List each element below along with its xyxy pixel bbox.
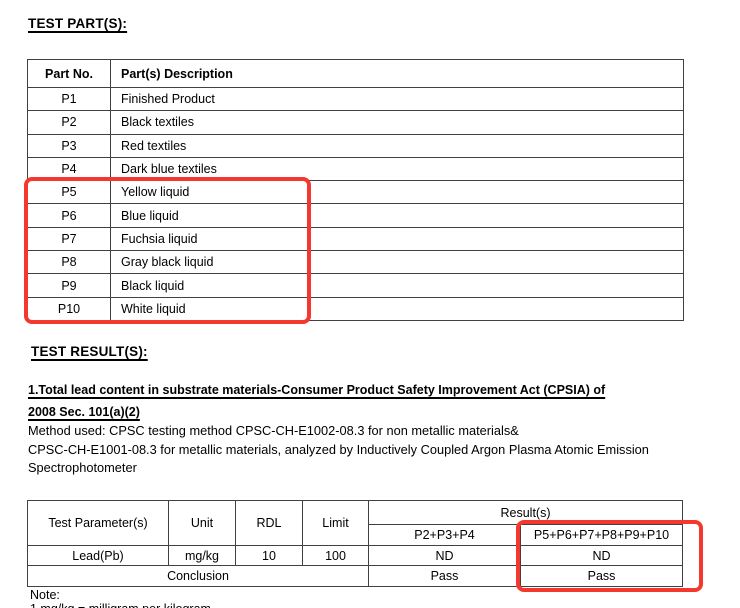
conclusion-label-cell: Conclusion <box>27 565 369 587</box>
parts-table-row: P1 Finished Product <box>27 86 684 112</box>
result2-cell: ND <box>519 545 684 566</box>
conclusion-row: Conclusion Pass Pass <box>27 565 684 587</box>
part-description-cell: Red textiles <box>110 133 684 158</box>
part-description-cell: Fuchsia liquid <box>110 226 684 252</box>
part-no-cell: P9 <box>27 273 111 298</box>
result-group2-cell: P5+P6+P7+P8+P9+P10 <box>519 524 684 546</box>
parts-table-row: P6 Blue liquid <box>27 203 684 228</box>
parts-table-row: P2 Black textiles <box>27 110 684 135</box>
result-section-title-line2: 2008 Sec. 101(a)(2) <box>28 405 140 419</box>
rdl-header-cell: RDL <box>235 500 303 546</box>
part-description-cell: Black liquid <box>110 273 684 298</box>
part-description-cell: Black textiles <box>110 110 684 135</box>
parts-table-row: P10 White liquid <box>27 296 684 321</box>
method-line-1: Method used: CPSC testing method CPSC-CH… <box>28 423 519 438</box>
param-header-cell: Test Parameter(s) <box>27 500 169 546</box>
method-paragraph: Method used: CPSC testing method CPSC-CH… <box>28 422 649 478</box>
part-no-cell: P8 <box>27 250 111 275</box>
part-description-cell: Dark blue textiles <box>110 156 684 182</box>
parts-table-row: P9 Black liquid <box>27 273 684 298</box>
test-parts-heading: TEST PART(S): <box>28 16 128 31</box>
part-no-cell: P7 <box>27 226 111 252</box>
limit-cell: 100 <box>302 545 369 566</box>
note-label: Note: <box>30 588 60 602</box>
note-truncated-line: 1.mg/kg = milligram per kilogram <box>30 601 211 608</box>
conclusion1-cell: Pass <box>368 565 521 587</box>
result-section-title-line1: 1.Total lead content in substrate materi… <box>28 383 606 397</box>
part-no-cell: P1 <box>27 86 111 112</box>
part-no-cell: P3 <box>27 133 111 158</box>
part-no-cell: P6 <box>27 203 111 228</box>
part-description-cell: Finished Product <box>110 86 684 112</box>
results-header-row-2: P2+P3+P4 P5+P6+P7+P8+P9+P10 <box>28 524 684 546</box>
parts-table-row: P3 Red textiles <box>27 133 684 158</box>
parts-table-row: P7 Fuchsia liquid <box>27 226 684 252</box>
lead-result-row: Lead(Pb) mg/kg 10 100 ND ND <box>27 545 684 566</box>
results-header-row-1: Test Parameter(s) Unit RDL Limit Result(… <box>27 500 684 546</box>
parts-table-row: P4 Dark blue textiles <box>27 156 684 182</box>
result1-cell: ND <box>368 545 521 566</box>
unit-header-cell: Unit <box>168 500 236 546</box>
part-description-cell: Yellow liquid <box>110 180 684 205</box>
results-header-cell: Result(s) <box>367 500 684 525</box>
result-group1-cell: P2+P3+P4 <box>368 524 521 546</box>
part-no-header: Part No. <box>27 59 111 88</box>
part-no-cell: P2 <box>27 110 111 135</box>
part-description-header: Part(s) Description <box>110 59 684 88</box>
rdl-cell: 10 <box>235 545 303 566</box>
part-no-cell: P5 <box>27 180 111 205</box>
conclusion2-cell: Pass <box>519 565 684 587</box>
results-table: Test Parameter(s) Unit RDL Limit Result(… <box>27 500 684 587</box>
unit-cell: mg/kg <box>168 545 236 566</box>
test-results-heading: TEST RESULT(S): <box>31 344 148 359</box>
parts-table-row: P5 Yellow liquid <box>27 180 684 205</box>
parameter-cell: Lead(Pb) <box>27 545 169 566</box>
limit-header-cell: Limit <box>302 500 369 546</box>
parts-table-row: P8 Gray black liquid <box>27 250 684 275</box>
parts-table-header-row: Part No. Part(s) Description <box>27 59 684 88</box>
part-description-cell: White liquid <box>110 296 684 321</box>
part-description-cell: Blue liquid <box>110 203 684 228</box>
part-no-cell: P10 <box>27 296 111 321</box>
part-description-cell: Gray black liquid <box>110 250 684 275</box>
part-no-cell: P4 <box>27 156 111 182</box>
method-line-3: Spectrophotometer <box>28 460 137 475</box>
parts-table: Part No. Part(s) Description P1 Finished… <box>27 59 684 321</box>
method-line-2: CPSC-CH-E1001-08.3 for metallic material… <box>28 441 649 457</box>
